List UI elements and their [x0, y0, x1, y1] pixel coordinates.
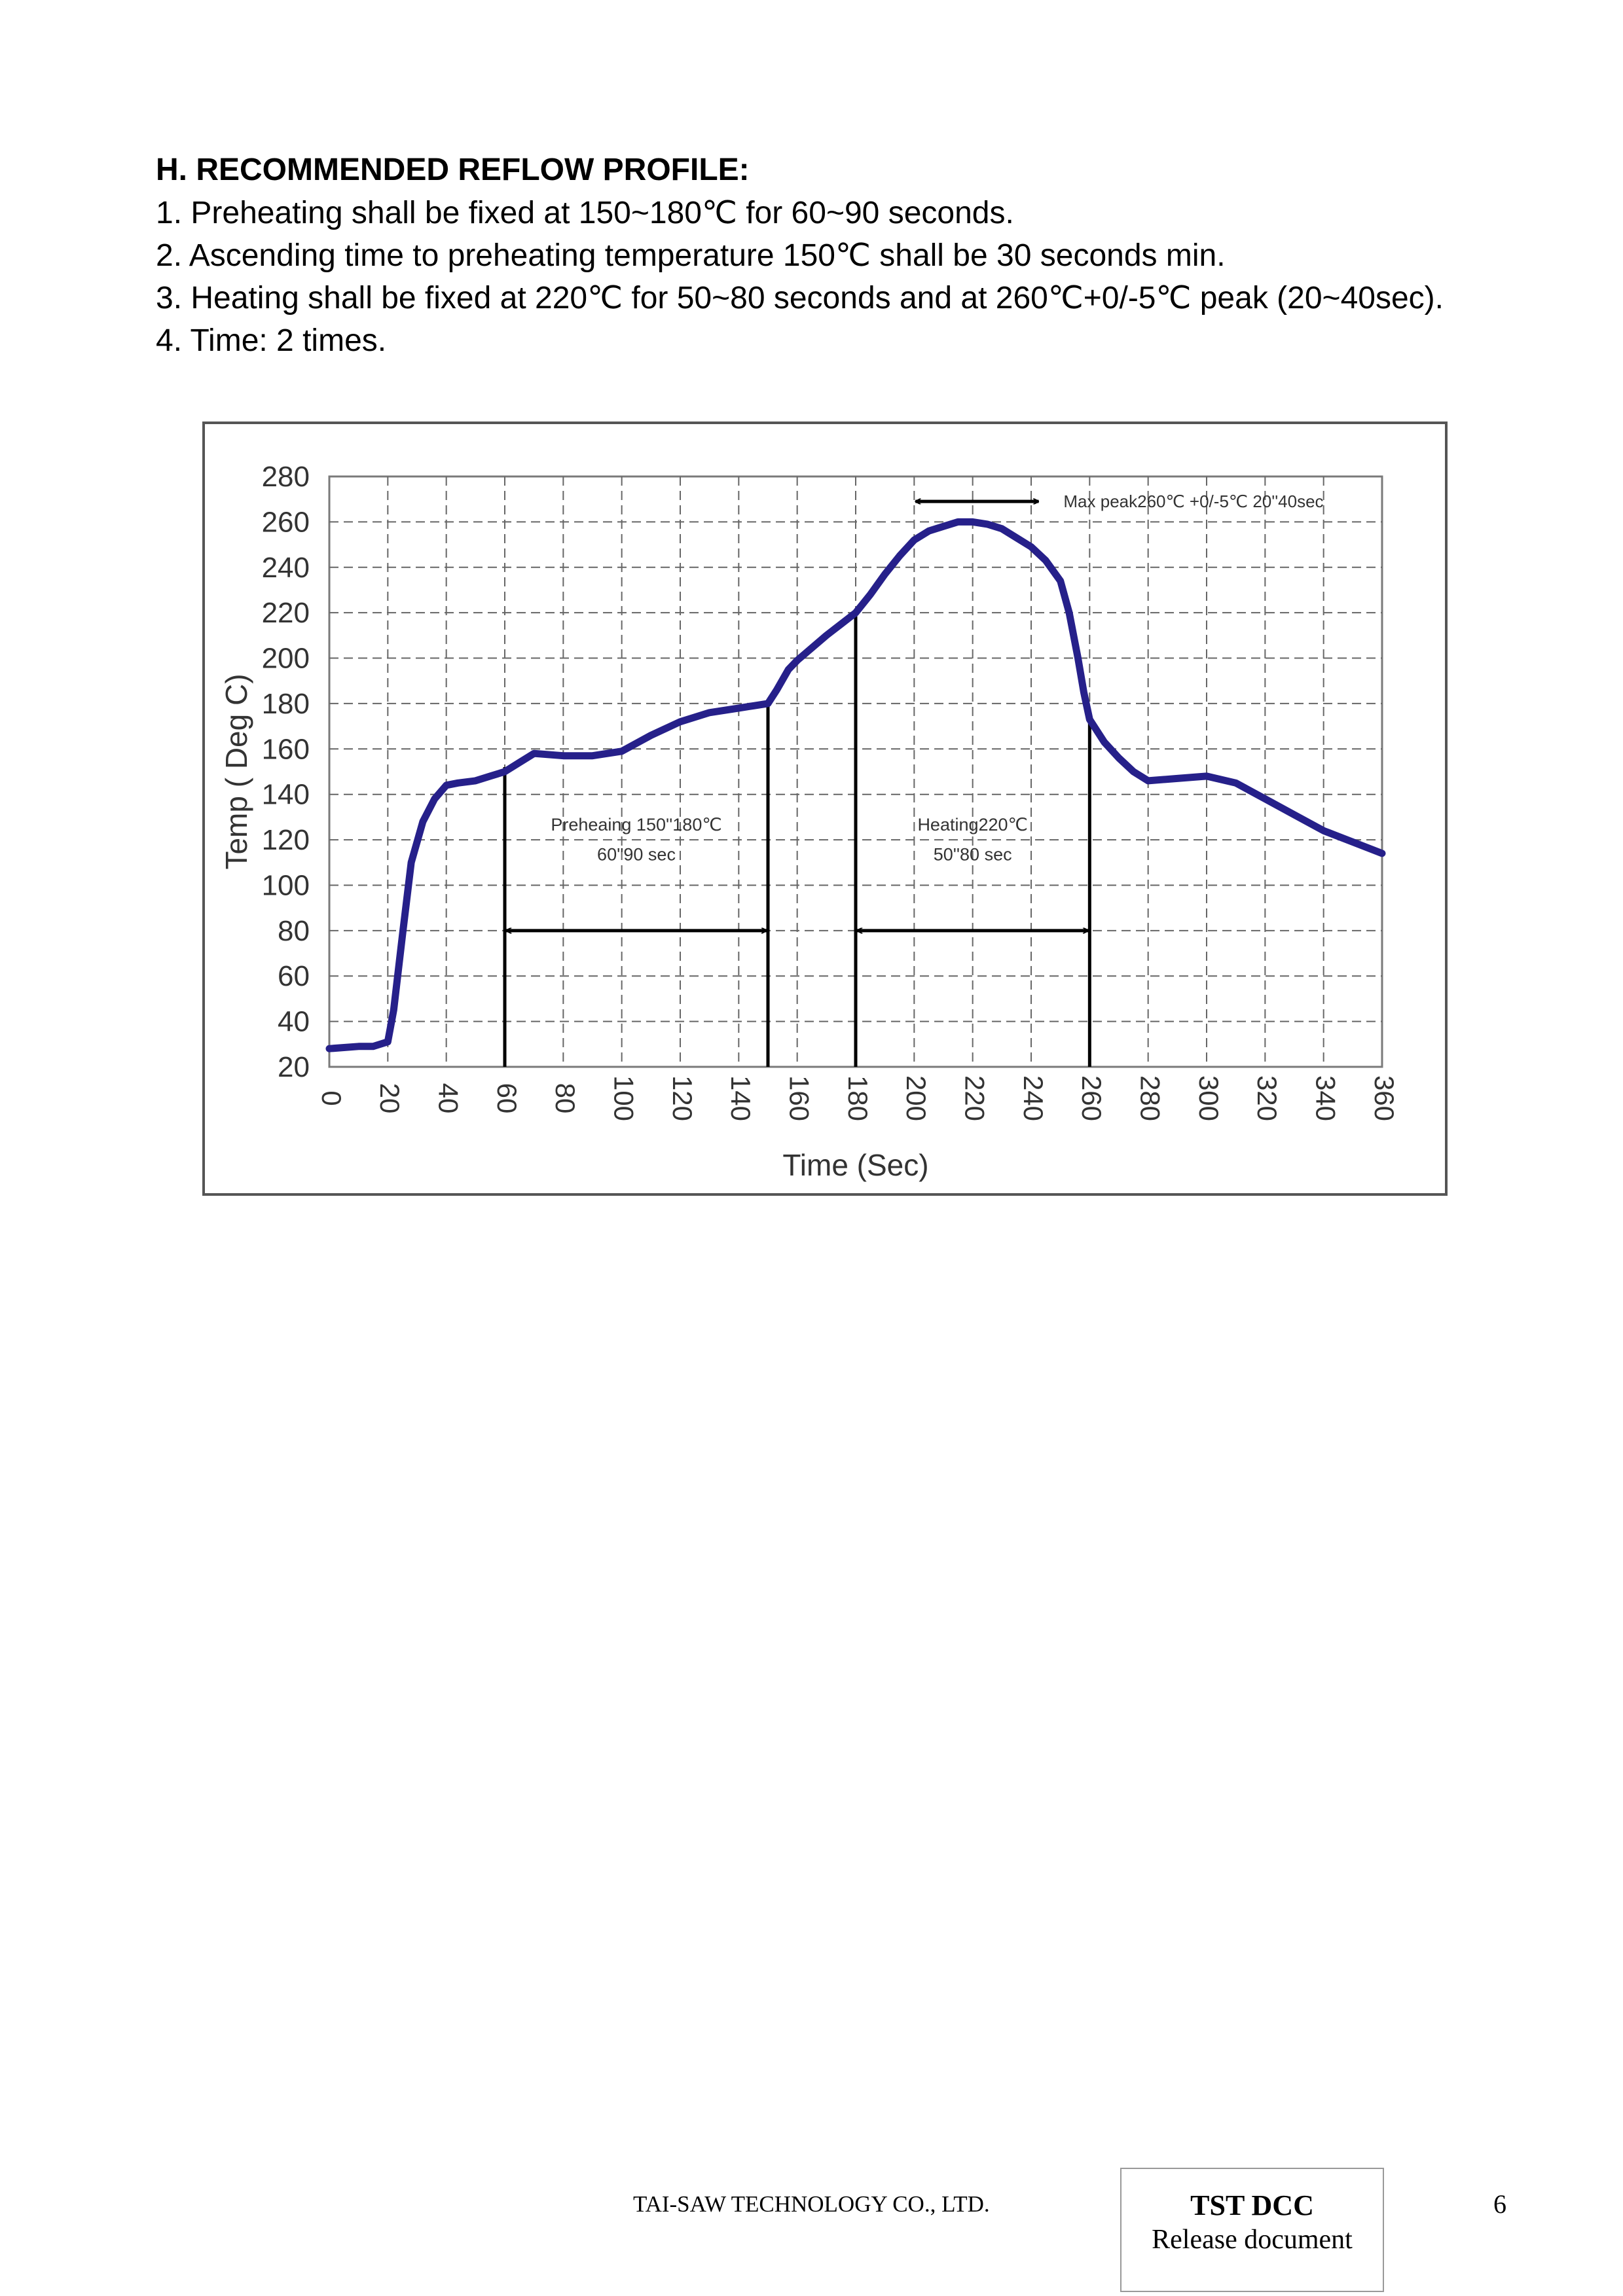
requirement-preheating: 1. Preheating shall be fixed at 150~180℃…: [156, 196, 1014, 230]
y-tick-label: 100: [262, 869, 310, 901]
release-stamp-box: TST DCC Release document: [1120, 2168, 1384, 2292]
x-tick-label: 320: [1252, 1075, 1283, 1121]
y-tick-label: 120: [262, 824, 310, 856]
y-tick-label: 240: [262, 552, 310, 584]
x-tick-label: 340: [1311, 1075, 1341, 1121]
temperature-profile-line: [325, 518, 1386, 1052]
x-tick-label: 180: [843, 1075, 873, 1121]
footer-company-name: TAI-SAW TECHNOLOGY CO., LTD.: [633, 2191, 990, 2217]
x-tick-label: 80: [550, 1083, 581, 1114]
x-tick-label: 60: [492, 1083, 522, 1114]
x-tick-label: 0: [316, 1090, 347, 1105]
y-tick-label: 40: [278, 1006, 310, 1038]
y-tick-label: 140: [262, 779, 310, 811]
x-tick-label: 360: [1369, 1075, 1400, 1121]
x-tick-label: 160: [784, 1075, 815, 1121]
x-tick-label: 220: [960, 1075, 991, 1121]
x-tick-label: 40: [433, 1083, 464, 1114]
x-tick-label: 100: [609, 1075, 640, 1121]
requirement-times: 4. Time: 2 times.: [156, 323, 387, 358]
y-tick-label: 20: [278, 1051, 310, 1083]
preheating-duration-label: 60''90 sec: [597, 844, 676, 864]
requirement-ascending-time: 2. Ascending time to preheating temperat…: [156, 238, 1226, 273]
page-number: 6: [1493, 2189, 1506, 2219]
x-tick-label: 20: [374, 1083, 405, 1114]
y-tick-label: 260: [262, 506, 310, 538]
x-axis-title: Time (Sec): [782, 1148, 928, 1182]
x-tick-label: 280: [1135, 1075, 1166, 1121]
reflow-chart-frame: 20 40 60 80 100 120 140 160 180 200 220 240 260 280 0 2…: [202, 422, 1448, 1196]
y-axis-title: Temp ( Deg C): [219, 673, 253, 869]
y-tick-label: 60: [278, 960, 310, 992]
release-stamp-subtitle: Release document: [1152, 2225, 1353, 2255]
release-stamp-title: TST DCC: [1190, 2189, 1314, 2221]
y-tick-label: 280: [262, 461, 310, 493]
requirements-list: 1. Preheating shall be fixed at 150~180℃…: [156, 192, 1444, 362]
y-tick-label: 160: [262, 733, 310, 765]
y-tick-label: 200: [262, 643, 310, 675]
x-tick-label: 120: [667, 1075, 698, 1121]
x-tick-label: 200: [901, 1075, 932, 1121]
x-tick-label: 140: [725, 1075, 756, 1121]
preheating-label: Preheaing 150''180℃: [551, 815, 721, 834]
requirement-heating: 3. Heating shall be fixed at 220℃ for 50…: [156, 281, 1444, 315]
x-tick-label: 300: [1194, 1075, 1224, 1121]
heating-duration-label: 50''80 sec: [934, 844, 1012, 864]
heating-label: Heating220℃: [917, 815, 1027, 834]
y-tick-label: 220: [262, 597, 310, 629]
section-heading: H. RECOMMENDED REFLOW PROFILE:: [156, 152, 750, 187]
peak-label: Max peak260℃ +0/-5℃ 20''40sec: [1063, 492, 1323, 511]
x-tick-label: 240: [1018, 1075, 1049, 1121]
x-tick-label: 260: [1076, 1075, 1107, 1121]
y-tick-label: 80: [278, 915, 310, 947]
y-tick-label: 180: [262, 688, 310, 720]
